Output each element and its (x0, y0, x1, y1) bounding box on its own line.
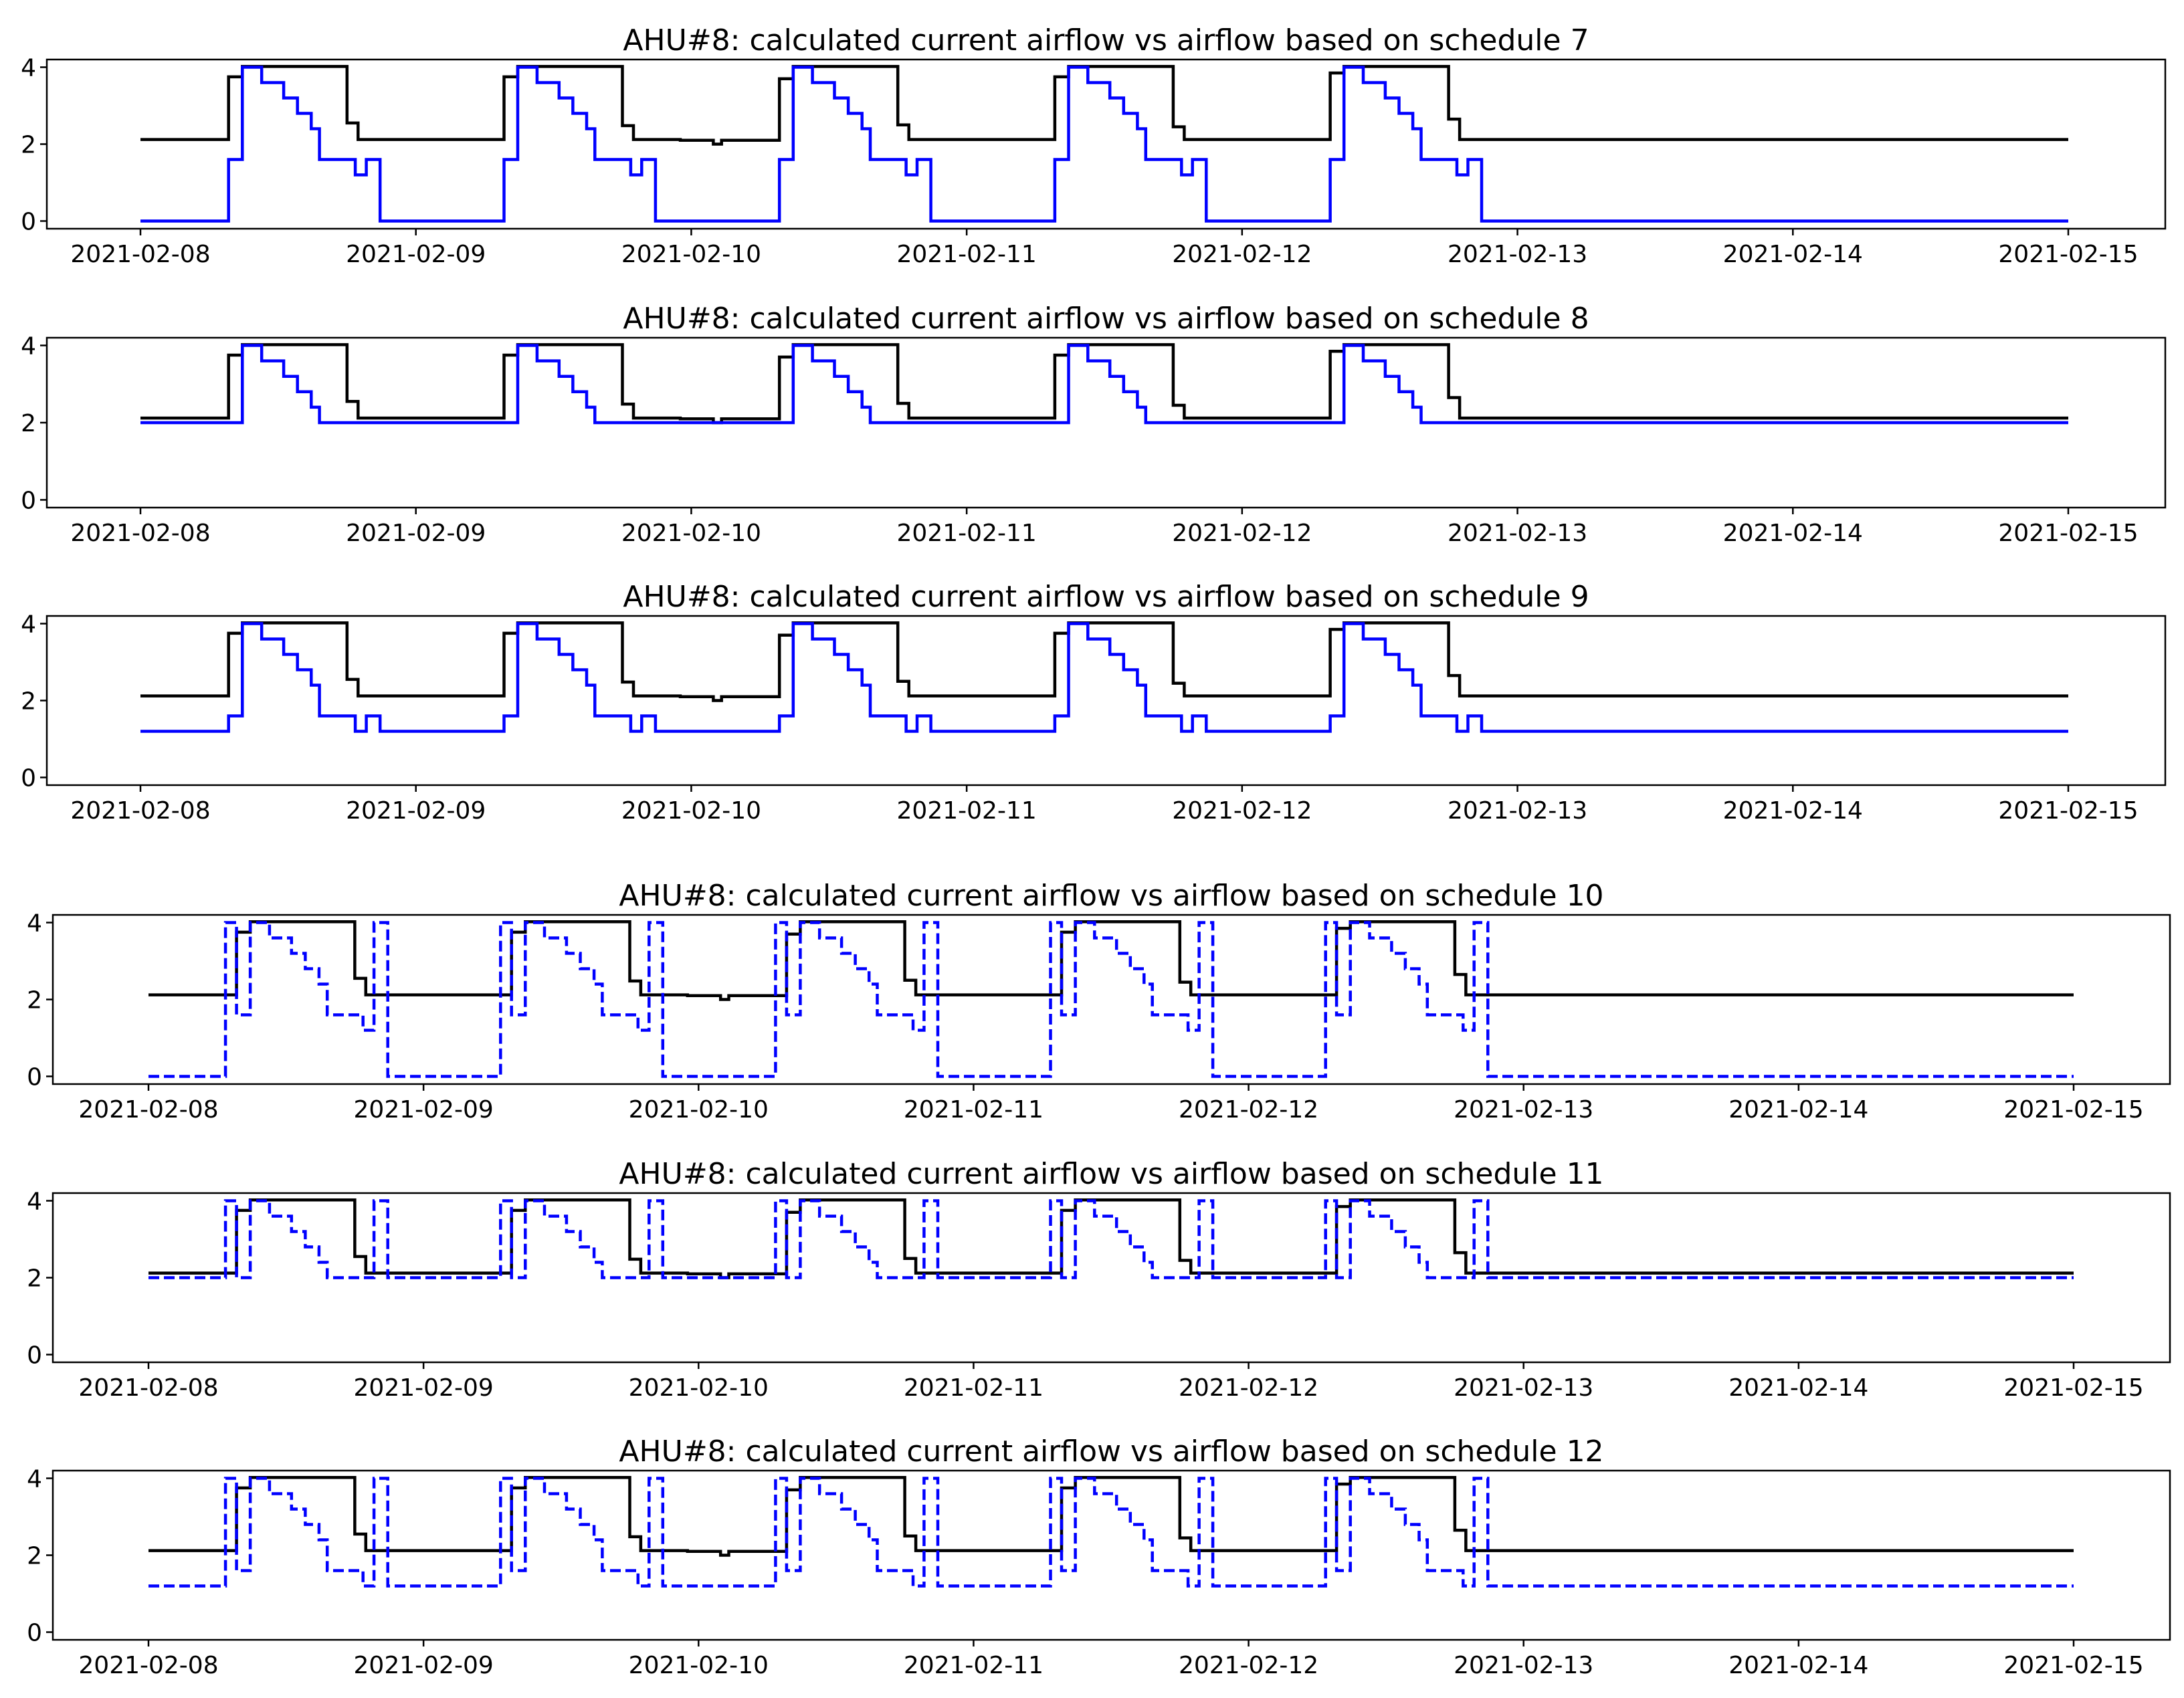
y-tick-label: 2 (21, 688, 36, 716)
x-tick-label: 2021-02-08 (78, 1096, 218, 1124)
y-tick-label: 2 (27, 987, 42, 1015)
series-line-1 (140, 65, 2068, 146)
y-tick-label: 0 (27, 1342, 42, 1370)
x-tick-label: 2021-02-09 (354, 1374, 494, 1402)
x-tick-label: 2021-02-12 (1172, 241, 1312, 268)
series-line-1 (148, 920, 2074, 1001)
y-tick-label: 4 (27, 1466, 42, 1493)
x-tick-label: 2021-02-11 (897, 520, 1037, 547)
x-tick-label: 2021-02-08 (78, 1652, 218, 1679)
x-tick-label: 2021-02-09 (346, 241, 486, 268)
chart-title: AHU#8: calculated current airflow vs air… (623, 580, 1589, 614)
x-tick-label: 2021-02-11 (897, 241, 1037, 268)
x-tick-label: 2021-02-10 (629, 1096, 769, 1124)
x-tick-label: 2021-02-09 (354, 1652, 494, 1679)
x-tick-label: 2021-02-13 (1454, 1374, 1593, 1402)
chart-title: AHU#8: calculated current airflow vs air… (623, 302, 1589, 336)
x-tick-label: 2021-02-12 (1172, 797, 1312, 825)
series-line-2 (140, 66, 2068, 223)
x-tick-label: 2021-02-09 (354, 1096, 494, 1124)
x-tick-label: 2021-02-08 (70, 797, 210, 825)
series-line-2 (140, 622, 2068, 733)
series-line-2 (148, 921, 2074, 1078)
chart-title: AHU#8: calculated current airflow vs air… (619, 1435, 1603, 1469)
x-tick-label: 2021-02-11 (897, 797, 1037, 825)
chart-panel-2: AHU#8: calculated current airflow vs air… (21, 302, 2167, 547)
plot-frame (45, 615, 2167, 786)
x-tick-label: 2021-02-12 (1172, 520, 1312, 547)
y-tick-label: 4 (27, 910, 42, 938)
x-tick-label: 2021-02-14 (1728, 1374, 1868, 1402)
x-tick-label: 2021-02-14 (1723, 241, 1863, 268)
series-line-2 (140, 344, 2068, 425)
x-tick-label: 2021-02-10 (621, 520, 761, 547)
x-tick-label: 2021-02-13 (1448, 797, 1587, 825)
x-tick-label: 2021-02-15 (2003, 1652, 2143, 1679)
x-tick-label: 2021-02-10 (621, 797, 761, 825)
chart-panel-5: AHU#8: calculated current airflow vs air… (27, 1157, 2171, 1402)
x-tick-label: 2021-02-12 (1179, 1096, 1318, 1124)
y-tick-label: 4 (21, 611, 36, 639)
x-tick-label: 2021-02-10 (629, 1374, 769, 1402)
chart-title: AHU#8: calculated current airflow vs air… (619, 879, 1603, 913)
y-tick-label: 2 (27, 1543, 42, 1570)
y-tick-label: 0 (21, 487, 36, 514)
chart-panel-1: AHU#8: calculated current airflow vs air… (21, 23, 2167, 268)
x-tick-label: 2021-02-10 (629, 1652, 769, 1679)
x-tick-label: 2021-02-14 (1723, 520, 1863, 547)
plot-frame (52, 914, 2171, 1085)
x-tick-label: 2021-02-15 (1998, 797, 2138, 825)
x-tick-label: 2021-02-15 (2003, 1374, 2143, 1402)
x-tick-label: 2021-02-13 (1454, 1096, 1593, 1124)
x-tick-label: 2021-02-14 (1728, 1652, 1868, 1679)
x-tick-label: 2021-02-14 (1723, 797, 1863, 825)
y-tick-label: 0 (27, 1620, 42, 1647)
y-tick-label: 0 (21, 765, 36, 792)
x-tick-label: 2021-02-15 (1998, 241, 2138, 268)
y-tick-label: 4 (21, 333, 36, 360)
y-tick-label: 2 (21, 132, 36, 159)
x-tick-label: 2021-02-09 (346, 797, 486, 825)
x-tick-label: 2021-02-09 (346, 520, 486, 547)
x-tick-label: 2021-02-15 (2003, 1096, 2143, 1124)
chart-panel-4: AHU#8: calculated current airflow vs air… (27, 879, 2171, 1124)
plot-frame (52, 1469, 2171, 1641)
x-tick-label: 2021-02-08 (70, 520, 210, 547)
x-tick-label: 2021-02-12 (1179, 1652, 1318, 1679)
y-tick-label: 2 (27, 1265, 42, 1293)
x-tick-label: 2021-02-08 (78, 1374, 218, 1402)
series-line-1 (140, 343, 2068, 425)
series-line-2 (148, 1477, 2074, 1588)
y-tick-label: 0 (21, 209, 36, 236)
x-tick-label: 2021-02-15 (1998, 520, 2138, 547)
chart-panel-6: AHU#8: calculated current airflow vs air… (27, 1435, 2171, 1679)
x-tick-label: 2021-02-11 (904, 1374, 1044, 1402)
plot-frame (45, 58, 2167, 230)
series-line-1 (140, 621, 2068, 702)
x-tick-label: 2021-02-11 (904, 1652, 1044, 1679)
chart-panel-3: AHU#8: calculated current airflow vs air… (21, 580, 2167, 825)
y-tick-label: 4 (27, 1188, 42, 1216)
x-tick-label: 2021-02-08 (70, 241, 210, 268)
x-tick-label: 2021-02-12 (1179, 1374, 1318, 1402)
chart-title: AHU#8: calculated current airflow vs air… (623, 23, 1589, 58)
y-tick-label: 4 (21, 55, 36, 82)
series-line-1 (148, 1476, 2074, 1557)
chart-title: AHU#8: calculated current airflow vs air… (619, 1157, 1603, 1191)
y-tick-label: 2 (21, 410, 36, 437)
series-line-2 (148, 1199, 2074, 1279)
series-line-1 (148, 1198, 2074, 1279)
y-tick-label: 0 (27, 1064, 42, 1091)
x-tick-label: 2021-02-13 (1448, 520, 1587, 547)
x-tick-label: 2021-02-11 (904, 1096, 1044, 1124)
x-tick-label: 2021-02-13 (1454, 1652, 1593, 1679)
x-tick-label: 2021-02-14 (1728, 1096, 1868, 1124)
x-tick-label: 2021-02-10 (621, 241, 761, 268)
x-tick-label: 2021-02-13 (1448, 241, 1587, 268)
